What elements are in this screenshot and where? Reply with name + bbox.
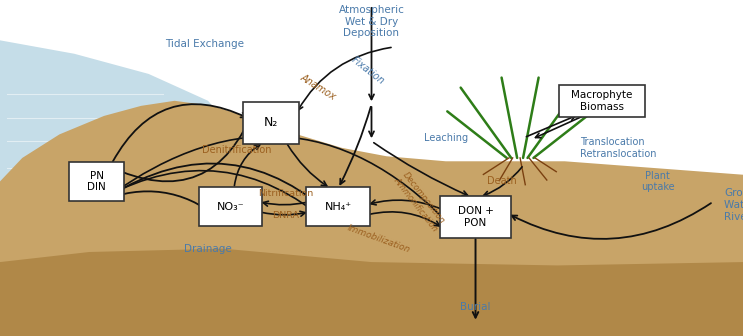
Polygon shape bbox=[0, 101, 743, 336]
FancyBboxPatch shape bbox=[69, 162, 124, 201]
FancyBboxPatch shape bbox=[199, 187, 262, 226]
Text: Leaching: Leaching bbox=[424, 133, 467, 143]
Text: DON +
PON: DON + PON bbox=[458, 206, 493, 227]
Text: NO₃⁻: NO₃⁻ bbox=[216, 202, 244, 212]
Text: DNRA: DNRA bbox=[273, 211, 299, 220]
Text: Macrophyte
Biomass: Macrophyte Biomass bbox=[571, 90, 632, 112]
Text: Fixation: Fixation bbox=[349, 55, 386, 86]
Text: Decomposition
Ammonification: Decomposition Ammonification bbox=[392, 170, 448, 234]
FancyBboxPatch shape bbox=[440, 196, 511, 238]
Text: Atmospheric
Wet & Dry
Deposition: Atmospheric Wet & Dry Deposition bbox=[339, 5, 404, 38]
Text: Death: Death bbox=[487, 176, 516, 186]
Text: Burial: Burial bbox=[460, 302, 491, 312]
FancyBboxPatch shape bbox=[244, 101, 299, 144]
Text: Denitrification: Denitrification bbox=[201, 144, 271, 155]
Text: Translocation
Retranslocation: Translocation Retranslocation bbox=[580, 137, 656, 159]
Text: NH₄⁺: NH₄⁺ bbox=[325, 202, 351, 212]
Text: PN
DIN: PN DIN bbox=[87, 171, 106, 192]
Text: Immobilization: Immobilization bbox=[346, 223, 412, 254]
Text: Ground
Water &
Rivers: Ground Water & Rivers bbox=[724, 188, 743, 221]
FancyBboxPatch shape bbox=[559, 85, 645, 117]
Text: Plant
uptake: Plant uptake bbox=[640, 171, 675, 192]
Text: Anamox: Anamox bbox=[299, 73, 337, 102]
Polygon shape bbox=[0, 0, 223, 235]
Text: Drainage: Drainage bbox=[184, 244, 232, 254]
Text: Tidal Exchange: Tidal Exchange bbox=[165, 39, 244, 49]
FancyBboxPatch shape bbox=[307, 187, 370, 226]
Text: N₂: N₂ bbox=[264, 116, 279, 129]
Text: Nitrification: Nitrification bbox=[259, 189, 314, 198]
Polygon shape bbox=[0, 249, 743, 336]
